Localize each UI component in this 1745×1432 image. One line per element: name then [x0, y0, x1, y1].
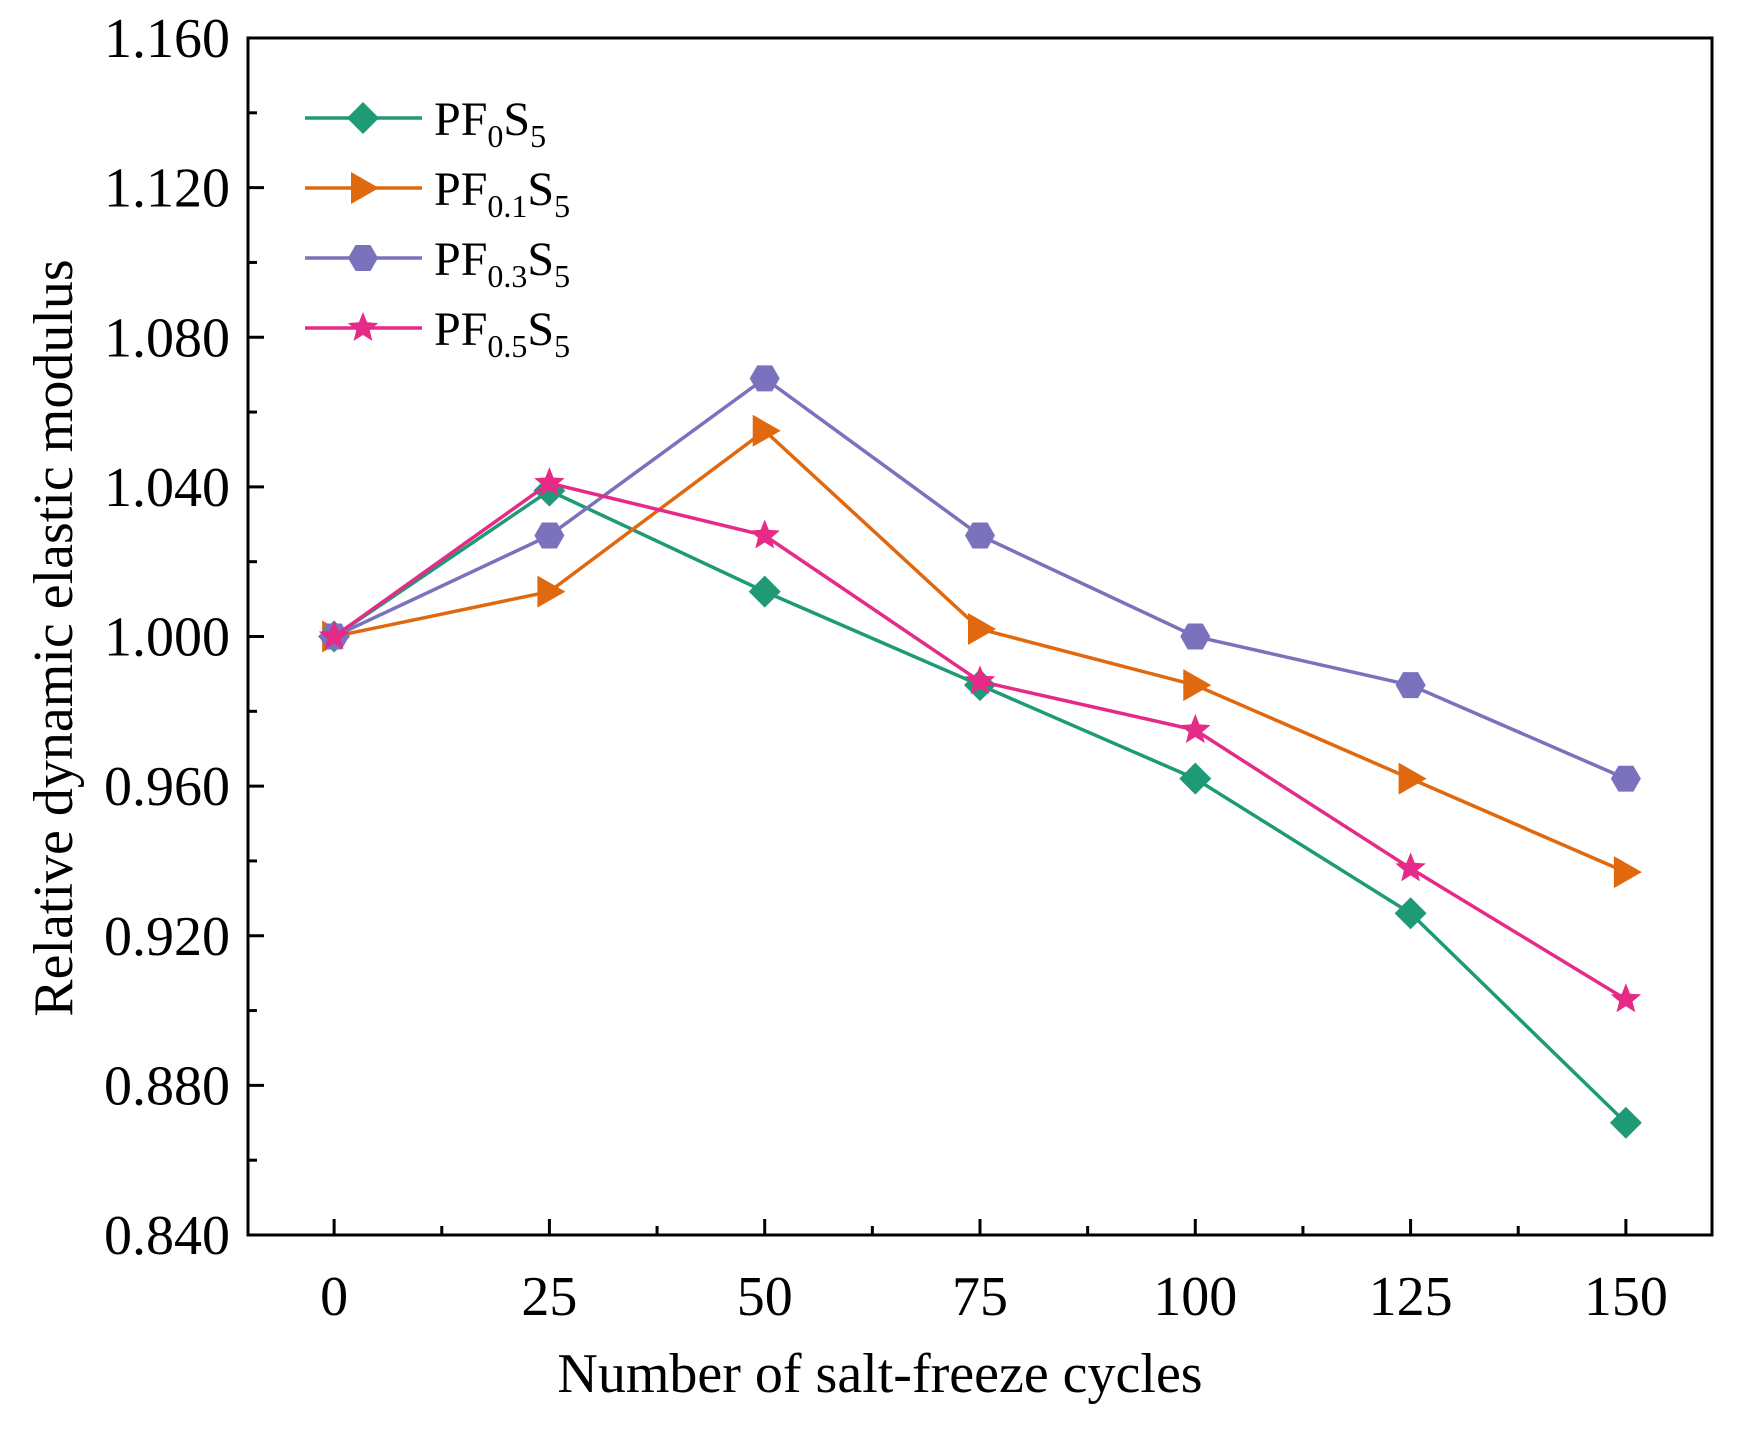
data-point: [1183, 669, 1212, 702]
data-point: [1179, 762, 1212, 795]
data-point: [965, 522, 995, 549]
data-point: [748, 575, 781, 608]
x-tick-label: 50: [737, 1266, 793, 1328]
x-tick-label: 25: [521, 1266, 577, 1328]
legend-subscript: 5: [554, 328, 570, 364]
y-tick-label: 1.040: [104, 457, 230, 519]
legend-text-part: PF: [434, 163, 487, 216]
y-tick-label: 0.920: [104, 906, 230, 968]
x-tick-label: 125: [1369, 1266, 1453, 1328]
data-point: [1395, 672, 1426, 699]
series-0: [318, 474, 1642, 1139]
series-line: [333, 481, 1627, 1001]
x-tick-label: 100: [1153, 1266, 1237, 1328]
legend-subscript: 0.5: [487, 328, 527, 364]
legend-label: PF0.5S5: [434, 303, 570, 364]
legend-text-part: S: [527, 163, 554, 216]
legend-item: PF0.3S5: [305, 233, 570, 294]
x-tick-label: 150: [1584, 1266, 1668, 1328]
data-point: [1613, 856, 1642, 889]
series-3: [318, 467, 1642, 1013]
data-point: [1610, 983, 1642, 1013]
y-tick-label: 0.840: [104, 1205, 230, 1267]
series-layer: [318, 365, 1642, 1139]
data-point: [534, 522, 565, 549]
data-point: [1394, 897, 1427, 930]
data-point: [537, 575, 566, 608]
legend-subscript: 0.3: [487, 258, 527, 294]
series-line: [333, 376, 1627, 781]
data-point: [749, 519, 780, 549]
x-tick-label: 0: [320, 1266, 348, 1328]
legend-marker: [347, 102, 379, 134]
y-tick-label: 1.000: [104, 607, 230, 669]
legend-subscript: 0.1: [487, 188, 527, 224]
y-tick-label: 0.880: [104, 1055, 230, 1117]
legend-subscript: 5: [554, 188, 570, 224]
ticks: 0.840 0.880 0.920 0.960 1.000 1.040 1.080 1.120…: [104, 8, 1668, 1328]
y-tick-label: 1.120: [104, 158, 230, 220]
series-1: [322, 414, 1642, 889]
data-point: [752, 414, 781, 447]
legend-text-part: PF: [434, 233, 487, 286]
legend-text-part: S: [527, 233, 554, 286]
legend-marker: [347, 312, 379, 341]
data-point: [749, 365, 780, 392]
data-point: [964, 665, 996, 695]
legend-label: PF0S5: [434, 93, 546, 154]
legend-text-part: PF: [434, 93, 487, 146]
legend-marker: [348, 245, 378, 271]
x-tick-label: 75: [952, 1266, 1008, 1328]
data-point: [1180, 714, 1211, 743]
data-point: [1609, 1106, 1642, 1139]
data-point: [1180, 623, 1211, 650]
legend-marker: [351, 172, 379, 204]
legend-text-part: S: [503, 93, 530, 146]
legend-subscript: 5: [554, 258, 570, 294]
series-line: [333, 488, 1628, 1125]
y-axis-title: Relative dynamic elastic modulus: [23, 259, 85, 1016]
legend-subscript: 0: [487, 118, 503, 154]
y-tick-label: 1.080: [104, 307, 230, 369]
data-point: [1610, 765, 1641, 792]
x-axis-title: Number of salt-freeze cycles: [557, 1343, 1202, 1405]
y-tick-label: 0.960: [104, 756, 230, 818]
legend-subscript: 5: [530, 118, 546, 154]
data-point: [1398, 762, 1427, 795]
legend-label: PF0.1S5: [434, 163, 570, 224]
legend-text-part: S: [527, 303, 554, 356]
legend-label: PF0.3S5: [434, 233, 570, 294]
data-point: [1395, 852, 1426, 882]
legend-item: PF0.5S5: [305, 303, 570, 364]
legend-text-part: PF: [434, 303, 487, 356]
legend-item: PF0.1S5: [305, 163, 570, 224]
y-tick-label: 1.160: [104, 8, 230, 70]
data-point: [318, 620, 350, 650]
data-point: [534, 467, 565, 497]
series-2: [319, 365, 1641, 792]
legend-item: PF0S5: [305, 93, 546, 154]
data-point: [968, 613, 996, 646]
